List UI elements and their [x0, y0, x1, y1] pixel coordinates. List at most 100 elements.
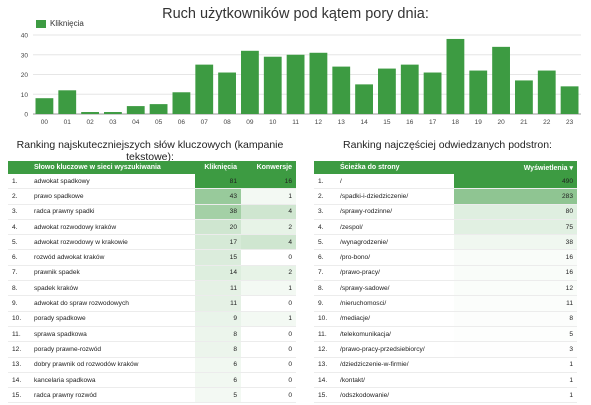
keywords-header-clicks[interactable]: Kliknięcia [195, 161, 241, 174]
keywords-cell: 38 [195, 204, 241, 220]
bar-hour-20[interactable] [492, 46, 510, 114]
keywords-row[interactable]: 6. rozwód adwokat kraków 15 0 [8, 249, 296, 266]
bar-hour-15[interactable] [378, 68, 396, 114]
keywords-row[interactable]: 10. porady spadkowe 9 1 [8, 311, 296, 327]
keywords-cell: 9 [195, 311, 241, 327]
pages-cell: 6. [314, 249, 336, 266]
bar-hour-10[interactable] [263, 56, 282, 114]
bar-hour-22[interactable] [537, 70, 556, 114]
keywords-row[interactable]: 4. adwokat rozwodowy kraków 20 2 [8, 219, 296, 236]
bar-hour-19[interactable] [469, 70, 488, 114]
bar-hour-12[interactable] [309, 52, 328, 114]
keywords-row[interactable]: 8. spadek kraków 11 1 [8, 280, 296, 297]
bar-hour-05[interactable] [149, 104, 168, 114]
keywords-row[interactable]: 11. sprawa spadkowa 8 0 [8, 326, 296, 343]
pages-row[interactable]: 5./wynagrodzenie/38 [314, 234, 577, 251]
keywords-row[interactable]: 5. adwokat rozwodowy w krakowie 17 4 [8, 234, 296, 251]
keywords-row[interactable]: 9. adwokat do spraw rozwodowych 11 0 [8, 295, 296, 312]
keywords-row[interactable]: 2. prawo spadkowe 43 1 [8, 188, 296, 205]
pages-row[interactable]: 13./dziedziczenie-w-firmie/1 [314, 357, 577, 373]
keywords-cell: 8 [195, 326, 241, 343]
keywords-cell: 6 [195, 372, 241, 389]
bar-hour-06[interactable] [172, 92, 191, 114]
bar-hour-11[interactable] [286, 54, 305, 114]
bar-hour-13[interactable] [332, 66, 351, 114]
keywords-row[interactable]: 1. adwokat spadkowy 81 16 [8, 174, 296, 190]
pages-row[interactable]: 15./odszkodowanie/1 [314, 387, 577, 404]
keywords-row[interactable]: 12. porady prawne-rozwód 8 0 [8, 341, 296, 358]
keywords-cell: spadek kraków [30, 280, 195, 297]
y-tick-label: 20 [21, 72, 29, 79]
chart-legend: Kliknięcia [36, 19, 84, 28]
keywords-cell: 0 [241, 249, 296, 266]
pages-cell: 13. [314, 357, 336, 373]
pages-cell: 16 [454, 265, 577, 282]
x-tick-label: 00 [41, 119, 49, 126]
keywords-cell: porady spadkowe [30, 311, 195, 327]
pages-cell: 3 [454, 341, 577, 358]
bar-hour-17[interactable] [423, 72, 442, 114]
y-tick-label: 30 [21, 52, 29, 59]
pages-row[interactable]: 1./490 [314, 174, 577, 190]
bar-hour-18[interactable] [446, 38, 465, 115]
bar-hour-02[interactable] [81, 112, 99, 114]
pages-row[interactable]: 8./sprawy-sadowe/12 [314, 280, 577, 297]
x-tick-label: 19 [475, 119, 483, 126]
pages-row[interactable]: 4./zespol/75 [314, 219, 577, 236]
bar-hour-00[interactable] [35, 98, 54, 114]
keywords-cell: 11 [195, 295, 241, 312]
pages-row[interactable]: 3./sprawy-rodzinne/80 [314, 204, 577, 220]
keywords-cell: 8 [195, 341, 241, 358]
pages-row[interactable]: 10./mediacje/8 [314, 311, 577, 327]
keywords-row[interactable]: 7. prawnik spadek 14 2 [8, 265, 296, 282]
keywords-cell: 1. [8, 174, 30, 190]
keywords-cell: adwokat spadkowy [30, 174, 195, 190]
pages-cell: 12. [314, 341, 336, 358]
pages-row[interactable]: 12./prawo-pracy-przedsiebiorcy/3 [314, 341, 577, 358]
keywords-cell: 0 [241, 372, 296, 389]
bar-hour-21[interactable] [515, 80, 533, 114]
bar-hour-01[interactable] [58, 90, 77, 114]
pages-cell: /sprawy-rodzinne/ [336, 204, 454, 220]
pages-row[interactable]: 6./pro-bono/16 [314, 249, 577, 266]
pages-row[interactable]: 14./kontakt/1 [314, 372, 577, 389]
pages-cell: 283 [454, 188, 577, 205]
bar-hour-07[interactable] [195, 64, 214, 114]
pages-header-path[interactable]: Ścieżka do strony [336, 161, 454, 174]
keywords-row[interactable]: 15. radca prawny rozwód 5 0 [8, 387, 296, 404]
bar-hour-04[interactable] [126, 106, 145, 114]
pages-row[interactable]: 9./nieruchomosci/11 [314, 295, 577, 312]
keywords-cell: 1 [241, 280, 296, 297]
pages-header-views[interactable]: Wyświetlenia ▾ [454, 161, 577, 174]
bar-hour-16[interactable] [400, 64, 419, 114]
keywords-row[interactable]: 14. kancelaria spadkowa 6 0 [8, 372, 296, 389]
pages-cell: 16 [454, 249, 577, 266]
pages-row[interactable]: 7./prawo-pracy/16 [314, 265, 577, 282]
bar-hour-03[interactable] [104, 112, 122, 114]
pages-cell: /prawo-pracy-przedsiebiorcy/ [336, 341, 454, 358]
keywords-header-keyword[interactable]: Słowo kluczowe w sieci wyszukiwania [30, 161, 195, 174]
keywords-row[interactable]: 13. dobry prawnik od rozwodów kraków 6 0 [8, 357, 296, 373]
bar-hour-08[interactable] [218, 72, 236, 114]
keywords-cell: 10. [8, 311, 30, 327]
pages-cell: 12 [454, 280, 577, 297]
bar-hour-14[interactable] [355, 84, 373, 114]
keywords-cell: 1 [241, 188, 296, 205]
keywords-cell: 16 [241, 174, 296, 190]
keywords-cell: 11. [8, 326, 30, 343]
pages-cell: 1 [454, 387, 577, 404]
bar-hour-23[interactable] [560, 86, 579, 114]
pages-cell: / [336, 174, 454, 190]
bar-hour-09[interactable] [241, 50, 259, 114]
pages-row[interactable]: 11./telekomunikacja/5 [314, 326, 577, 343]
keywords-header-conversions[interactable]: Konwersje [241, 161, 296, 174]
keywords-cell: 3. [8, 204, 30, 220]
x-tick-label: 04 [132, 119, 140, 126]
pages-row[interactable]: 2./spadki-i-dziedziczenie/283 [314, 188, 577, 205]
pages-cell: 3. [314, 204, 336, 220]
pages-cell: 5. [314, 234, 336, 251]
keywords-row[interactable]: 3. radca prawny spadki 38 4 [8, 204, 296, 220]
pages-cell: 8 [454, 311, 577, 327]
x-tick-label: 13 [338, 119, 346, 126]
keywords-cell: 15. [8, 387, 30, 404]
